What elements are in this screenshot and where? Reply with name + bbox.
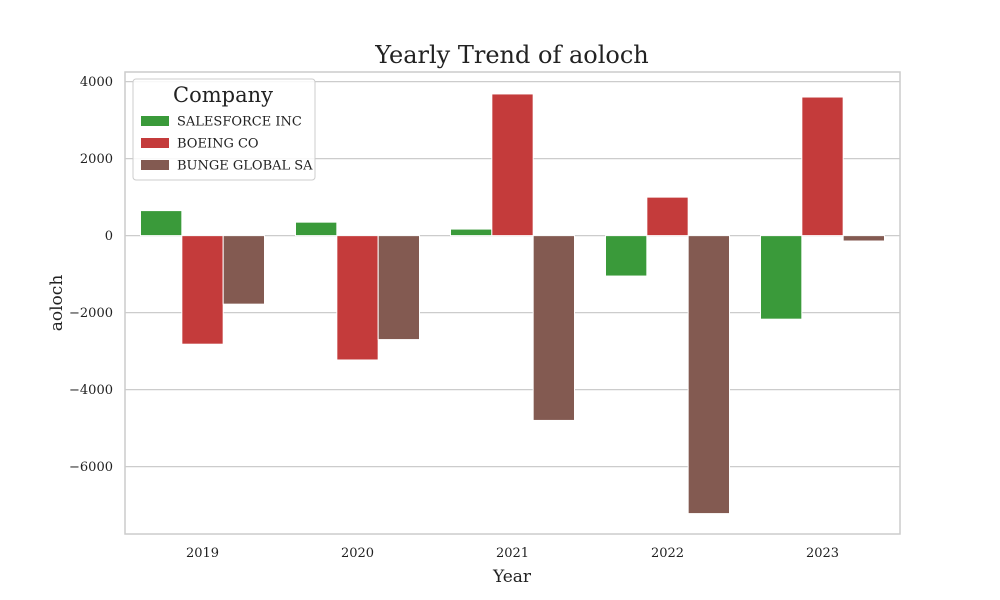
- bar: [605, 235, 648, 277]
- legend-swatch: [141, 160, 169, 170]
- y-tick-label: −6000: [69, 460, 113, 475]
- bar: [532, 235, 576, 421]
- y-tick-label: 2000: [80, 152, 113, 167]
- x-axis-ticks: 2019 2020 2021 2022 2023: [186, 546, 839, 561]
- x-tick-label: 2020: [341, 546, 374, 561]
- x-tick-label: 2023: [806, 546, 839, 561]
- chart-title: Yearly Trend of aoloch: [374, 41, 648, 69]
- x-tick-label: 2022: [651, 546, 684, 561]
- bars: [140, 93, 886, 515]
- legend-swatch: [141, 116, 169, 126]
- bar: [336, 235, 379, 361]
- x-tick-label: 2019: [186, 546, 219, 561]
- bar: [842, 235, 886, 242]
- y-tick-label: −4000: [69, 383, 113, 398]
- bar: [687, 235, 731, 515]
- legend-box: [132, 78, 316, 181]
- bar: [646, 196, 689, 237]
- bar: [450, 228, 493, 237]
- legend-label: BUNGE GLOBAL SA: [177, 159, 313, 174]
- bar: [760, 235, 803, 320]
- y-tick-label: −2000: [69, 306, 113, 321]
- legend-items: SALESFORCE INC BOEING CO BUNGE GLOBAL SA: [141, 115, 313, 174]
- bar: [801, 96, 844, 237]
- y-tick-label: 0: [105, 229, 113, 244]
- legend-swatch: [141, 138, 169, 148]
- y-axis-ticks: 4000 2000 0 −2000 −4000 −6000: [69, 75, 113, 475]
- legend: Company SALESFORCE INC BOEING CO BUNGE GLO…: [132, 78, 316, 181]
- x-axis-label: Year: [492, 567, 532, 587]
- bar: [377, 235, 420, 341]
- bar: [181, 235, 224, 345]
- legend-label: SALESFORCE INC: [177, 115, 302, 130]
- bar: [222, 235, 266, 305]
- legend-title: Company: [173, 83, 273, 107]
- y-tick-label: 4000: [80, 75, 113, 90]
- y-axis-label: aoloch: [47, 275, 67, 332]
- bar: [295, 221, 338, 237]
- bar: [491, 93, 534, 237]
- bar: [140, 210, 183, 237]
- x-tick-label: 2021: [496, 546, 529, 561]
- plot-frame: [124, 71, 901, 535]
- legend-label: BOEING CO: [177, 137, 259, 152]
